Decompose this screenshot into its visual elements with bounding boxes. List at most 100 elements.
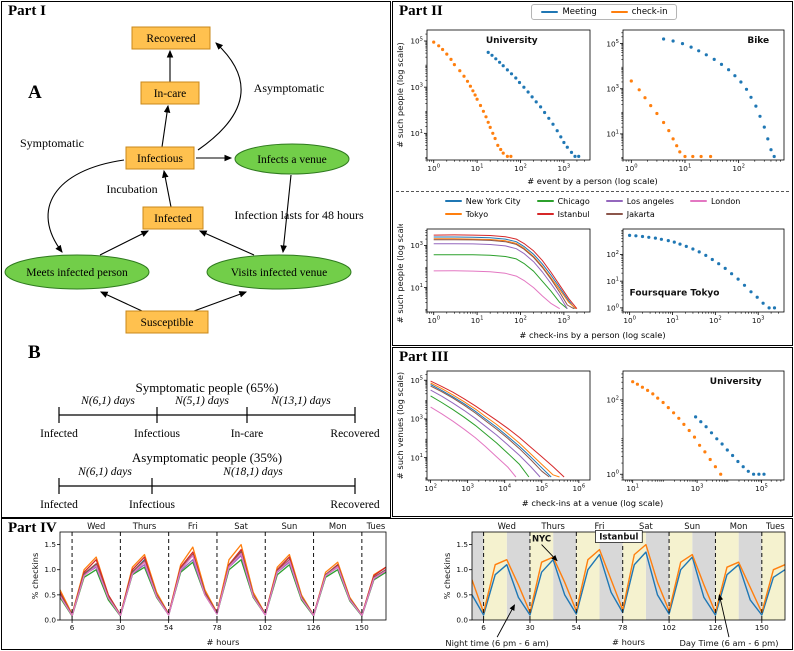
- series-Los angeles: [433, 243, 568, 309]
- series-check-in: [628, 233, 777, 310]
- series-Istanbul: [472, 543, 785, 614]
- node-incare-box: [140, 81, 200, 105]
- panel-part1: Part I A Recovered: [1, 1, 391, 518]
- tick-label: 101: [410, 283, 423, 292]
- series-London: [60, 552, 386, 617]
- legend-line-swatch: [605, 200, 623, 202]
- legend-line-swatch: [605, 213, 623, 215]
- legend-line-swatch: [536, 200, 554, 202]
- tick-label: 105: [410, 376, 423, 385]
- series-Meeting: [694, 415, 766, 476]
- chart-university-events: 100 101 102 103 101 103 105 University # such pe…: [395, 29, 591, 173]
- timeline1-stage: In-care: [231, 428, 264, 440]
- part1-label: Part I: [8, 3, 46, 19]
- day-label: Wed: [87, 521, 105, 531]
- tick-label: 100: [427, 164, 440, 173]
- panel-part4: Part IV 6 30 54 78 102 126 150 0.0 0.5 1.0 1.5 Wed T…: [1, 518, 793, 650]
- tick-label: 105: [410, 36, 423, 45]
- legend-item: Meeting: [541, 7, 597, 17]
- series-Tokyo: [60, 543, 386, 616]
- legend-line-swatch: [610, 11, 628, 13]
- node-infects-venue-label: Infects a venue: [257, 154, 327, 166]
- day-label: Fri: [188, 521, 198, 531]
- panel-part2: Part II Meeting check-in 100 101 102 103 101 1…: [392, 1, 793, 346]
- legend-line-swatch: [536, 213, 554, 215]
- tick-label: 103: [691, 484, 704, 493]
- timeline1-stage: Recovered: [330, 428, 379, 440]
- annotation-text: Istanbul: [599, 533, 638, 543]
- legend-cities: New York City Tokyo Chicago Istanbul Los ang…: [444, 195, 740, 220]
- timeline2-segment: N(18,1) days: [222, 466, 283, 478]
- edge-label-asymptomatic: Asymptomatic: [254, 81, 325, 95]
- annotation-box: [595, 530, 643, 543]
- tick-label: 30: [116, 623, 126, 632]
- timeline1-stage: Infectious: [134, 428, 181, 440]
- day-label: Thurs: [540, 521, 565, 531]
- chart-weekly-checkins-nyc-istanbul: 6 30 54 78 102 126 150 0.0 0.5 1.0 1.5 Wed Thurs Fri S…: [442, 521, 786, 648]
- tick-label: 101: [471, 316, 484, 325]
- edge-infectsvenue-visitsvenue: [280, 174, 292, 254]
- legend-item: Istanbul: [536, 210, 590, 219]
- legend-item: London: [689, 197, 740, 206]
- tick-label: 103: [461, 484, 474, 493]
- legend-cities-wrap: New York City Tokyo Chicago Istanbul Los ang…: [393, 195, 792, 220]
- node-meets-infected-label: Meets infected person: [26, 267, 128, 279]
- legend-line-swatch: [444, 213, 462, 215]
- series-London: [430, 406, 517, 478]
- tick-label: 101: [606, 277, 619, 286]
- chart-cities-checkins-distribution: 100 101 102 103 101 103 # such people (log sca…: [395, 224, 591, 325]
- timeline2-segment: N(6,1) days: [77, 466, 132, 478]
- tick-label: 1.0: [44, 565, 56, 574]
- plot-frame: [426, 370, 591, 481]
- plot-frame: [622, 228, 785, 313]
- tick-label: 1.5: [456, 540, 468, 549]
- tick-label: 103: [410, 241, 423, 250]
- plot-frame: [59, 531, 387, 621]
- y-axis-label: # such venues (log scale): [395, 372, 405, 479]
- panel-part3: Part III 102 103 104 105 106 101 103 105 # such …: [392, 347, 793, 517]
- legend-label: New York City: [465, 196, 521, 206]
- plot-frame: [622, 370, 785, 481]
- tick-label: 0.0: [456, 616, 468, 625]
- section-b-label: B: [28, 342, 41, 363]
- dashed-separator: [396, 191, 789, 192]
- y-axis-label: % checkins: [30, 553, 40, 600]
- tick-label: 1.5: [44, 540, 56, 549]
- series-NYC: [472, 551, 785, 616]
- series-Meeting: [486, 50, 581, 158]
- day-label: Sun: [281, 521, 297, 531]
- legend-label: Tokyo: [465, 209, 489, 219]
- edge-infectious-recovered-asymptomatic: [197, 42, 242, 151]
- series-Chicago: [430, 395, 530, 478]
- tick-label: 102: [514, 164, 527, 173]
- tick-label: 100: [606, 303, 619, 312]
- xlabel-checkins-per-venue: # check-ins at a venue (log scale): [521, 498, 664, 508]
- tick-label: 100: [625, 164, 638, 173]
- timeline1-segment: N(13,1) days: [270, 395, 331, 407]
- plot-title: Bike: [747, 36, 769, 46]
- legend-label: Jakarta: [626, 209, 655, 219]
- x-axis-label: # hours: [612, 637, 645, 647]
- tick-label: 103: [558, 164, 571, 173]
- series-Meeting: [662, 37, 776, 159]
- plot-title: Foursquare Tokyo: [630, 288, 720, 298]
- annotation-text: Night time (6 pm - 6 am): [445, 638, 548, 648]
- tick-label: 102: [424, 484, 437, 493]
- time-band: [472, 532, 484, 620]
- tick-label: 102: [606, 395, 619, 404]
- legend-line-swatch: [689, 200, 707, 202]
- tick-label: 103: [752, 316, 765, 325]
- series-Jakarta: [430, 385, 550, 478]
- timeline2-stage: Infected: [40, 499, 78, 511]
- node-susceptible-label: Susceptible: [140, 317, 193, 329]
- plot-frame: [622, 29, 785, 161]
- legend-item: Jakarta: [605, 209, 674, 219]
- tick-label: 150: [755, 623, 769, 632]
- tick-label: 106: [573, 484, 586, 493]
- tick-label: 126: [307, 623, 321, 632]
- tick-label: 78: [212, 623, 222, 632]
- tick-label: 104: [498, 484, 511, 493]
- tick-label: 54: [164, 623, 174, 632]
- annotation-arrow: [496, 604, 515, 638]
